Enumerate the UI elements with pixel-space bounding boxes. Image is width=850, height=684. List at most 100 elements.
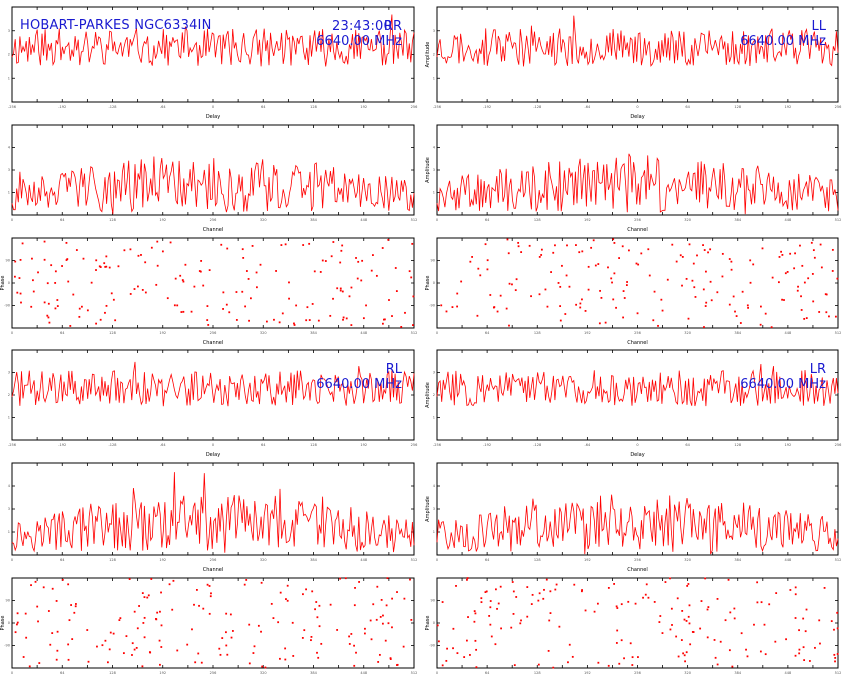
phase-point: [117, 265, 120, 268]
phase-point: [133, 610, 136, 613]
phase-point: [47, 302, 50, 305]
phase-point: [248, 319, 250, 322]
phase-point: [221, 637, 224, 639]
phase-point: [538, 592, 541, 595]
phase-point: [596, 602, 599, 605]
x-tick-label: -192: [58, 105, 66, 109]
phase-point: [568, 643, 571, 646]
phase-point: [834, 315, 837, 318]
x-tick-label: 0: [636, 105, 638, 109]
phase-point: [692, 631, 695, 633]
phase-point: [681, 255, 684, 258]
phase-point: [451, 306, 454, 309]
x-tick-label: 320: [684, 331, 691, 335]
phase-point: [272, 617, 275, 619]
phase-point: [174, 277, 177, 280]
phase-point: [664, 581, 667, 583]
phase-point: [341, 244, 344, 247]
phase-point: [555, 583, 558, 586]
phase-point: [549, 612, 552, 614]
phase-point: [489, 294, 492, 296]
phase-point: [484, 243, 487, 246]
phase-point: [133, 648, 136, 651]
plot-frame: [11, 237, 415, 329]
x-tick-label: -256: [8, 443, 16, 447]
phase-point: [547, 649, 550, 652]
x-axis-label: Delay: [630, 114, 644, 120]
phase-point: [409, 578, 411, 581]
phase-point: [330, 255, 333, 258]
phase-point: [741, 290, 744, 293]
phase-point: [559, 285, 562, 288]
phase-point: [612, 238, 615, 241]
phase-point: [344, 577, 347, 580]
phase-point: [653, 290, 656, 293]
phase-point: [218, 647, 221, 650]
phase-point: [485, 590, 488, 593]
phase-point: [353, 604, 356, 607]
phase-point: [794, 617, 797, 619]
phase-point: [208, 585, 211, 587]
phase-point: [612, 298, 615, 301]
phase-point: [590, 246, 593, 249]
phase-point: [749, 281, 752, 284]
phase-point: [467, 616, 469, 618]
phase-point: [109, 631, 112, 634]
y-tick-label: 1: [8, 530, 10, 534]
plot-frame: [436, 462, 839, 556]
phase-point: [823, 587, 826, 589]
phase-point: [554, 588, 557, 591]
phase-point: [789, 252, 792, 255]
phase-point: [104, 311, 106, 314]
phase-point: [495, 588, 497, 591]
phase-point: [408, 270, 411, 273]
phase-point: [18, 277, 21, 279]
phase-point: [24, 612, 27, 615]
phase-point: [489, 623, 492, 626]
phase-point: [834, 656, 837, 659]
y-tick-label: 3: [433, 29, 435, 33]
phase-point: [387, 622, 390, 625]
phase-point: [378, 653, 381, 656]
phase-point: [770, 326, 773, 329]
phase-point: [311, 303, 314, 305]
phase-point: [112, 298, 115, 301]
phase-point: [78, 315, 81, 318]
phase-point: [372, 254, 374, 256]
phase-point: [231, 630, 234, 632]
phase-point: [104, 639, 107, 642]
phase-point: [561, 264, 563, 267]
phase-point: [705, 270, 707, 273]
phase-point: [141, 289, 144, 291]
phase-point: [807, 277, 810, 280]
phase-point: [660, 298, 663, 301]
x-tick-label: 448: [785, 218, 792, 222]
phase-point: [38, 662, 41, 664]
phase-point: [707, 251, 709, 254]
phase-point: [452, 647, 454, 650]
phase-point: [194, 661, 197, 664]
phase-point: [579, 306, 582, 309]
phase-point: [350, 286, 353, 289]
phase-point: [520, 251, 523, 254]
phase-point: [78, 307, 81, 310]
phase-point: [161, 250, 164, 253]
phase-point: [265, 320, 268, 323]
phase-point: [150, 578, 153, 580]
phase-point: [733, 617, 736, 620]
series-line-LR: [436, 363, 839, 407]
phase-point: [383, 318, 386, 321]
y-tick-label: 1: [8, 416, 10, 420]
plot-frame: [436, 124, 839, 216]
phase-point: [834, 660, 836, 663]
phase-point: [226, 653, 229, 656]
phase-point: [677, 655, 680, 658]
phase-point: [375, 618, 378, 621]
phase-point: [402, 645, 405, 648]
x-tick-label: 192: [159, 218, 166, 222]
phase-point: [666, 278, 669, 281]
x-tick-label: 0: [436, 218, 438, 222]
phase-point: [43, 258, 46, 261]
x-tick-label: -192: [483, 443, 491, 447]
phase-point: [160, 624, 163, 627]
